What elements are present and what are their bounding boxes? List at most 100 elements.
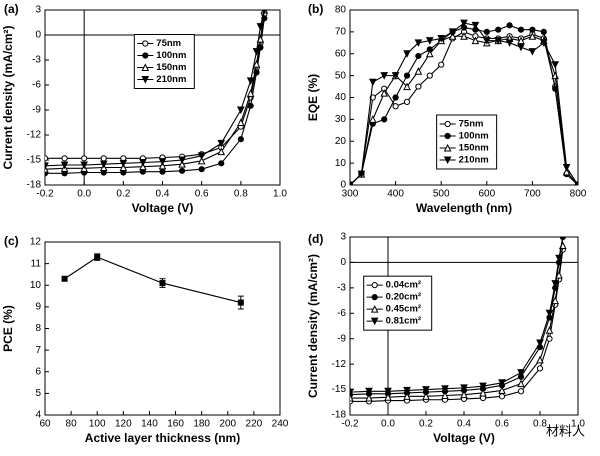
marker <box>380 89 389 97</box>
marker <box>392 94 399 101</box>
legend-label: 210nm <box>156 74 186 85</box>
y-tick-label: -15 <box>332 384 347 395</box>
marker <box>443 143 452 152</box>
x-axis-label: Voltage (V) <box>132 201 194 215</box>
legend-label: 0.45cm² <box>386 304 421 315</box>
marker <box>482 37 491 45</box>
marker <box>448 32 457 40</box>
marker <box>483 28 490 35</box>
y-tick-label: 80 <box>335 5 347 16</box>
x-tick-label: 0.6 <box>195 189 209 200</box>
marker <box>437 34 446 43</box>
y-tick-label: 3 <box>340 232 346 243</box>
x-tick-label: 1.0 <box>571 419 585 430</box>
marker <box>517 379 525 388</box>
marker <box>479 382 487 391</box>
marker <box>498 386 506 394</box>
y-tick-label: -9 <box>337 333 346 344</box>
marker <box>256 23 265 31</box>
x-tick-label: 0.2 <box>116 189 130 200</box>
marker <box>365 387 373 396</box>
legend-label: 0.04cm² <box>386 280 421 291</box>
marker <box>539 39 548 47</box>
plot-area <box>45 10 280 185</box>
y-tick-label: 6 <box>35 366 41 377</box>
y-axis-label: Current density (mA/cm²) <box>306 254 320 398</box>
marker <box>371 282 378 289</box>
marker <box>246 77 255 85</box>
marker <box>517 26 525 33</box>
y-tick-label: 0 <box>35 30 41 41</box>
marker <box>540 28 547 35</box>
y-tick-label: 11 <box>31 258 42 269</box>
x-tick-label: 300 <box>342 189 359 200</box>
marker <box>246 89 255 97</box>
marker <box>384 387 392 396</box>
x-axis-label: Voltage (V) <box>433 431 495 445</box>
x-tick-label: 400 <box>387 189 404 200</box>
marker <box>551 296 560 305</box>
marker <box>381 116 388 123</box>
marker <box>536 365 544 372</box>
marker <box>159 280 166 287</box>
marker <box>443 156 452 165</box>
marker <box>197 152 206 160</box>
marker <box>545 326 554 334</box>
marker <box>425 49 434 58</box>
marker <box>517 43 525 52</box>
x-tick-label: 180 <box>193 419 210 430</box>
legend-label: 100nm <box>156 50 186 61</box>
marker <box>139 162 147 171</box>
marker <box>517 36 525 45</box>
marker <box>158 161 167 170</box>
y-tick-label: 4 <box>35 410 41 421</box>
marker <box>178 156 186 165</box>
marker <box>119 163 128 171</box>
marker <box>528 32 537 40</box>
y-tick-label: 10 <box>30 280 42 291</box>
marker <box>403 72 411 79</box>
y-tick-label: 12 <box>30 237 42 248</box>
panel-label: (c) <box>4 234 19 248</box>
y-tick-label: -6 <box>337 308 346 319</box>
marker <box>441 391 449 400</box>
x-tick-label: 0.8 <box>234 189 248 200</box>
marker <box>80 161 88 170</box>
marker <box>425 37 434 45</box>
marker <box>438 61 445 68</box>
x-tick-label: 0.4 <box>156 189 170 200</box>
marker <box>142 52 149 59</box>
x-tick-label: -0.2 <box>341 419 359 430</box>
marker <box>119 159 128 168</box>
marker <box>403 98 411 105</box>
marker <box>422 386 430 394</box>
legend-label: 0.20cm² <box>386 292 421 303</box>
y-tick-label: 0 <box>340 180 346 191</box>
x-tick-label: 0.6 <box>495 419 509 430</box>
marker <box>217 147 226 156</box>
marker <box>139 159 147 167</box>
y-tick-label: 50 <box>335 70 347 81</box>
marker <box>217 139 226 148</box>
marker <box>141 76 150 84</box>
marker <box>252 60 261 68</box>
marker <box>198 166 205 173</box>
marker <box>100 155 107 162</box>
marker <box>237 118 245 126</box>
marker <box>380 72 389 80</box>
panel-label: (b) <box>308 2 323 16</box>
marker <box>471 21 480 30</box>
marker <box>392 103 399 110</box>
marker <box>460 19 468 28</box>
marker <box>81 155 88 162</box>
marker <box>551 61 560 69</box>
marker <box>252 48 261 56</box>
x-tick-label: 0.2 <box>419 419 433 430</box>
marker <box>142 40 149 47</box>
x-tick-label: 500 <box>433 189 450 200</box>
marker <box>350 181 354 185</box>
marker <box>45 162 49 170</box>
y-tick-label: 0 <box>340 257 346 268</box>
x-axis-label: Active layer thickness (nm) <box>85 431 240 445</box>
